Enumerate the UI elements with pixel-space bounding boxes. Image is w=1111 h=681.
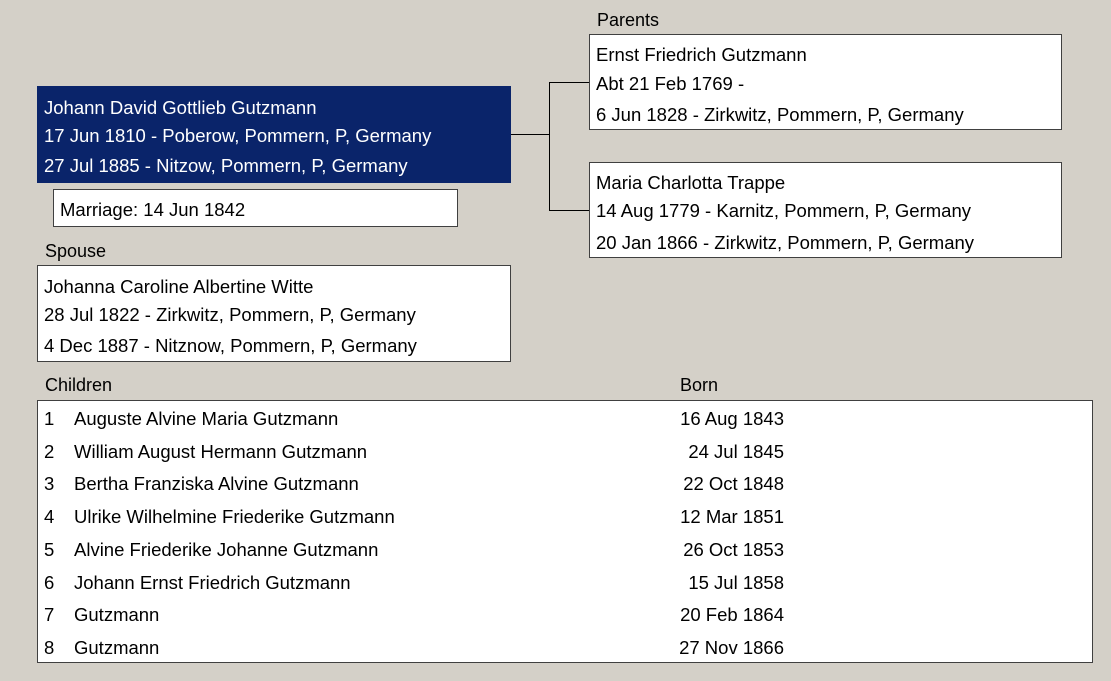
person-birth: 17 Jun 1810 - Poberow, Pommern, P, Germa… [44, 125, 432, 146]
child-name: Ulrike Wilhelmine Friederike Gutzmann [74, 506, 395, 528]
father-box[interactable]: Ernst Friedrich Gutzmann Abt 21 Feb 1769… [589, 34, 1062, 130]
connector-line [510, 134, 550, 135]
marriage-text: Marriage: 14 Jun 1842 [60, 199, 246, 220]
marriage-box: Marriage: 14 Jun 1842 [53, 189, 458, 227]
spouse-box[interactable]: Johanna Caroline Albertine Witte 28 Jul … [37, 265, 511, 362]
children-list[interactable]: 1 Auguste Alvine Maria Gutzmann 16 Aug 184… [37, 400, 1093, 663]
selected-person-box[interactable]: Johann David Gottlieb Gutzmann 17 Jun 18… [37, 86, 511, 183]
child-number: 1 [44, 408, 55, 429]
child-born-date: 12 Mar 1851 [680, 506, 784, 528]
parents-label: Parents [597, 10, 660, 30]
child-row[interactable]: 8 Gutzmann 27 Nov 1866 [38, 637, 1092, 669]
children-label: Children [45, 375, 113, 395]
child-name: Johann Ernst Friedrich Gutzmann [74, 571, 351, 593]
mother-death: 20 Jan 1866 - Zirkwitz, Pommern, P, Germ… [596, 232, 975, 253]
child-row[interactable]: 7 Gutzmann 20 Feb 1864 [38, 604, 1092, 636]
born-column-header: Born [680, 375, 719, 395]
child-number: 3 [44, 473, 55, 495]
mother-name: Maria Charlotta Trappe [596, 172, 786, 193]
connector-line [549, 82, 550, 211]
child-name: Alvine Friederike Johanne Gutzmann [74, 538, 379, 560]
child-row[interactable]: 1 Auguste Alvine Maria Gutzmann 16 Aug 184… [38, 408, 1092, 440]
child-name: William August Hermann Gutzmann [74, 440, 368, 462]
child-row[interactable]: 6 Johann Ernst Friedrich Gutzmann 15 Jul 1… [38, 572, 1092, 604]
mother-box[interactable]: Maria Charlotta Trappe 14 Aug 1779 - Kar… [589, 162, 1062, 258]
child-name: Bertha Franziska Alvine Gutzmann [74, 473, 359, 495]
person-death: 27 Jul 1885 - Nitzow, Pommern, P, German… [44, 155, 408, 176]
connector-line [549, 82, 589, 83]
child-row[interactable]: 4 Ulrike Wilhelmine Friederike Gutzmann 12… [38, 506, 1092, 538]
spouse-name: Johanna Caroline Albertine Witte [44, 276, 314, 297]
child-number: 8 [44, 636, 55, 658]
child-born-date: 15 Jul 1858 [688, 571, 784, 593]
child-born-date: 20 Feb 1864 [680, 604, 784, 626]
child-name: Gutzmann [74, 604, 160, 626]
child-number: 5 [44, 538, 55, 560]
person-name: Johann David Gottlieb Gutzmann [44, 97, 317, 118]
child-born-date: 24 Jul 1845 [688, 440, 784, 462]
child-row[interactable]: 3 Bertha Franziska Alvine Gutzmann 22 Oct … [38, 473, 1092, 505]
child-born-date: 22 Oct 1848 [683, 473, 784, 495]
spouse-death: 4 Dec 1887 - Nitznow, Pommern, P, German… [44, 335, 417, 356]
child-number: 7 [44, 604, 55, 626]
child-number: 4 [44, 506, 55, 528]
father-birth: Abt 21 Feb 1769 - [596, 73, 745, 94]
child-name: Gutzmann [74, 636, 160, 658]
spouse-birth: 28 Jul 1822 - Zirkwitz, Pommern, P, Germ… [44, 304, 416, 325]
child-born-date: 27 Nov 1866 [679, 636, 784, 658]
spouse-label: Spouse [45, 241, 107, 261]
child-row[interactable]: 5 Alvine Friederike Johanne Gutzmann 26 Oc… [38, 539, 1092, 571]
child-name: Auguste Alvine Maria Gutzmann [74, 408, 339, 429]
child-number: 6 [44, 571, 55, 593]
child-row[interactable]: 2 William August Hermann Gutzmann 24 Jul 1… [38, 441, 1092, 473]
child-born-date: 26 Oct 1853 [683, 538, 784, 560]
mother-birth: 14 Aug 1779 - Karnitz, Pommern, P, Germa… [596, 200, 971, 221]
connector-line [549, 210, 589, 211]
father-death: 6 Jun 1828 - Zirkwitz, Pommern, P, Germa… [596, 104, 964, 125]
father-name: Ernst Friedrich Gutzmann [596, 44, 807, 65]
child-number: 2 [44, 440, 55, 462]
child-born-date: 16 Aug 1843 [680, 408, 784, 429]
